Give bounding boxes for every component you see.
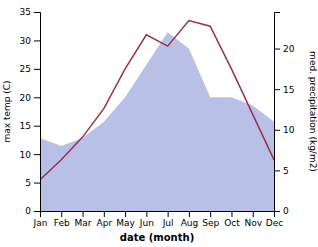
chart: JanFebMarAprMayJunJulAugSepOctNovDec0510… — [0, 0, 318, 247]
tick-mark — [274, 211, 280, 212]
tick: 30 — [20, 36, 40, 46]
tick-label: May — [116, 218, 135, 228]
tick-label: 15 — [20, 121, 31, 131]
tick: Jan — [33, 211, 48, 228]
tick-label: 5 — [25, 178, 31, 188]
tick-mark — [146, 211, 147, 217]
tick-mark — [168, 211, 169, 217]
x-axis-title: date (month) — [120, 232, 194, 243]
marks — [40, 21, 274, 211]
tick: Jun — [139, 211, 154, 228]
tick-label: 5 — [283, 166, 289, 176]
tick-label: Nov — [244, 218, 262, 228]
tick: Dec — [266, 211, 283, 228]
axis-line — [34, 13, 41, 212]
tick-label: 0 — [283, 206, 289, 216]
tick: 35 — [20, 7, 40, 17]
tick-label: 0 — [25, 206, 31, 216]
tick-mark — [253, 211, 254, 217]
tick-label: Aug — [181, 218, 199, 228]
tick: 15 — [20, 121, 40, 131]
tick-label: Jun — [139, 218, 154, 228]
tick-label: Feb — [54, 218, 70, 228]
tick-label: 15 — [283, 85, 294, 95]
tick-mark — [61, 211, 62, 217]
tick: 20 — [274, 44, 295, 54]
tick-mark — [231, 211, 232, 217]
tick-label: Apr — [97, 218, 113, 228]
tick-mark — [34, 69, 40, 70]
tick: Mar — [75, 211, 92, 228]
tick: 20 — [20, 93, 40, 103]
y-axis-title: max temp (C) — [2, 80, 12, 142]
tick: Jul — [162, 211, 174, 228]
tick-label: Jul — [162, 218, 174, 228]
axis-line — [41, 212, 275, 218]
tick-mark — [34, 40, 40, 41]
tick: Feb — [54, 211, 70, 228]
tick-mark — [34, 12, 40, 13]
tick-label: Sep — [202, 218, 219, 228]
tick-mark — [274, 170, 280, 171]
tick-mark — [34, 183, 40, 184]
line — [40, 21, 274, 180]
y2-axis: 0 5 10 15 20 — [274, 13, 295, 217]
tick-label: 30 — [20, 36, 32, 46]
tick: 0 — [25, 206, 40, 216]
tick-mark — [34, 126, 40, 127]
tick-mark — [274, 130, 280, 131]
tick-label: Mar — [75, 218, 92, 228]
tick-mark — [189, 211, 190, 217]
tick-label: 35 — [20, 7, 31, 17]
tick: Oct — [224, 211, 240, 228]
tick-label: Oct — [224, 218, 240, 228]
tick-mark — [34, 211, 40, 212]
tick-label: Jan — [33, 218, 48, 228]
tick-label: 25 — [20, 64, 31, 74]
tick-mark — [34, 97, 40, 98]
y2-axis-title: med. precipitation (kg/m2) — [308, 51, 318, 172]
axis-line — [275, 13, 281, 212]
tick: 5 — [274, 166, 289, 176]
tick: 0 — [274, 206, 289, 216]
tick: Apr — [97, 211, 113, 228]
tick: Nov — [244, 211, 262, 228]
tick-label: 10 — [20, 150, 32, 160]
x-axis: Jan Feb Mar AprMay Jun Jul AugSep Oct Nov Dec — [33, 211, 284, 228]
tick: Aug — [181, 211, 199, 228]
tick: 10 — [274, 125, 295, 135]
tick-mark — [274, 49, 280, 50]
tick-mark — [125, 211, 126, 217]
tick-mark — [210, 211, 211, 217]
tick: 10 — [20, 150, 40, 160]
tick: Sep — [202, 211, 219, 228]
tick: 15 — [274, 85, 294, 95]
plot-area: JanFebMarAprMayJunJulAugSepOctNovDec0510… — [20, 7, 295, 228]
tick: May — [116, 211, 135, 228]
tick-label: 10 — [283, 125, 295, 135]
tick-mark — [34, 154, 40, 155]
area — [40, 32, 274, 211]
tick: 5 — [25, 178, 40, 188]
tick-mark — [274, 89, 280, 90]
tick-label: Dec — [266, 218, 283, 228]
tick-mark — [104, 211, 105, 217]
tick: 25 — [20, 64, 40, 74]
y-axis: 0 5 10 15 20 25 30 35 — [20, 7, 41, 216]
tick-mark — [83, 211, 84, 217]
tick-label: 20 — [283, 44, 295, 54]
tick-label: 20 — [20, 93, 32, 103]
